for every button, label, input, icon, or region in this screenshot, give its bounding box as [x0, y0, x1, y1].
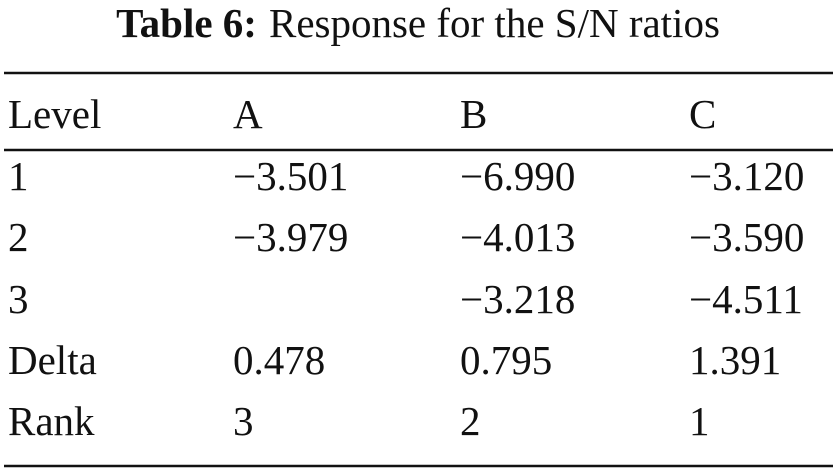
- cell: −3.218: [460, 276, 575, 322]
- row-label: Rank: [8, 398, 95, 444]
- cell: −3.501: [233, 153, 348, 199]
- cell: −3.120: [689, 153, 804, 199]
- column-header: Level: [8, 91, 101, 137]
- row-label: Delta: [8, 337, 97, 383]
- cell: −6.990: [460, 153, 575, 199]
- column-header: B: [460, 91, 487, 137]
- cell: −4.511: [689, 276, 803, 322]
- column-header: A: [233, 91, 263, 137]
- table-title: Response for the S/N ratios: [269, 0, 720, 46]
- cell: 1: [689, 398, 710, 444]
- row-label: 2: [8, 214, 29, 260]
- cell: −3.590: [689, 214, 804, 260]
- cell: 1.391: [689, 337, 781, 383]
- cell: −4.013: [460, 214, 575, 260]
- row-label: 1: [8, 153, 29, 199]
- row-label: 3: [8, 276, 29, 322]
- cell: 3: [233, 398, 254, 444]
- column-header: C: [689, 91, 716, 137]
- cell: 2: [460, 398, 481, 444]
- cell: 0.795: [460, 337, 552, 383]
- caption: Table 6: Response for the S/N ratios: [116, 0, 720, 46]
- cell: −3.979: [233, 214, 348, 260]
- table-label: Table 6:: [116, 0, 257, 46]
- cell: 0.478: [233, 337, 325, 383]
